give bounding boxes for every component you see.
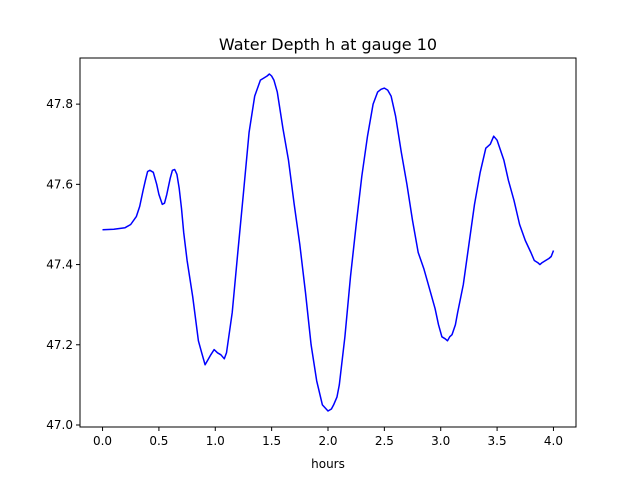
series-line-0 xyxy=(102,73,555,412)
x-tick-label: 3.5 xyxy=(488,434,507,448)
x-tick-label: 0.0 xyxy=(93,434,112,448)
x-tick-label: 0.5 xyxy=(149,434,168,448)
y-tick-label: 47.6 xyxy=(46,177,73,191)
y-tick-label: 47.8 xyxy=(46,97,73,111)
chart-title: Water Depth h at gauge 10 xyxy=(219,35,437,54)
x-tick-label: 1.0 xyxy=(206,434,225,448)
plot-area-frame xyxy=(79,57,577,428)
y-tick-label: 47.2 xyxy=(46,338,73,352)
x-axis-label: hours xyxy=(311,457,345,471)
tick-layer: 0.0 0.5 1.0 1.5 2.0 2.5 3.0 3.5 4.0 47.0 47.2 47.4 4… xyxy=(46,97,563,448)
y-tick-label: 47.0 xyxy=(46,418,73,432)
x-tick-label: 2.0 xyxy=(318,434,337,448)
x-tick-label: 3.0 xyxy=(431,434,450,448)
y-tick-label: 47.4 xyxy=(46,258,73,272)
x-tick-label: 4.0 xyxy=(544,434,563,448)
series-layer xyxy=(102,73,555,412)
x-tick-label: 2.5 xyxy=(375,434,394,448)
x-tick-label: 1.5 xyxy=(262,434,281,448)
